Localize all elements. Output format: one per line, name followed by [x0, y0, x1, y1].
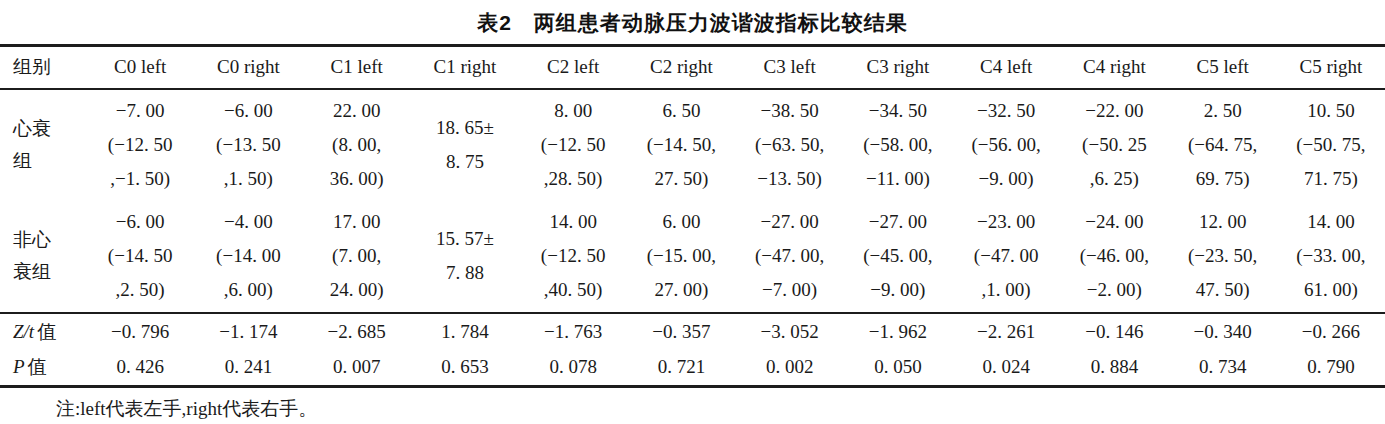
- cell-p-c3-left: 0. 002: [736, 350, 844, 387]
- paper-page: 表2 两组患者动脉压力波谐波指标比较结果 组别 C0 left C0 right…: [0, 0, 1385, 424]
- cell-hf-c2-right: 6. 50 (−14. 50, 27. 50): [627, 89, 735, 201]
- cell-hf-c4-left: −32. 50 (−56. 00, −9. 00): [952, 89, 1060, 201]
- table-footnote: 注:left代表左手,right代表右手。: [0, 396, 1385, 422]
- cell-nhf-c5-right: 14. 00 (−33. 00, 61. 00): [1277, 201, 1385, 313]
- p-cn: 值: [28, 356, 47, 377]
- table-row-zt-statistic: Z/t值 −0. 796 −1. 174 −2. 685 1. 784 −1. …: [0, 313, 1385, 350]
- cell-zt-c1-left: −2. 685: [303, 313, 411, 350]
- cell-hf-c3-right: −34. 50 (−58. 00, −11. 00): [844, 89, 952, 201]
- cell-hf-c5-left: 2. 50 (−64. 75, 69. 75): [1169, 89, 1277, 201]
- column-header-c5-right: C5 right: [1277, 46, 1385, 89]
- cell-hf-c3-left: −38. 50 (−63. 50, −13. 50): [736, 89, 844, 201]
- cell-nhf-c3-left: −27. 00 (−47. 00, −7. 00): [736, 201, 844, 313]
- cell-zt-c0-left: −0. 796: [86, 313, 194, 350]
- column-header-group: 组别: [0, 46, 86, 89]
- cell-zt-c4-right: −0. 146: [1060, 313, 1168, 350]
- cell-p-c0-left: 0. 426: [86, 350, 194, 387]
- cell-zt-c5-left: −0. 340: [1169, 313, 1277, 350]
- cell-zt-c5-right: −0. 266: [1277, 313, 1385, 350]
- cell-zt-c2-left: −1. 763: [519, 313, 627, 350]
- column-header-c4-right: C4 right: [1060, 46, 1168, 89]
- table-title: 表2 两组患者动脉压力波谐波指标比较结果: [0, 0, 1385, 37]
- cell-zt-c3-right: −1. 962: [844, 313, 952, 350]
- column-header-c1-right: C1 right: [411, 46, 519, 89]
- column-header-c3-left: C3 left: [736, 46, 844, 89]
- column-header-c1-left: C1 left: [303, 46, 411, 89]
- cell-hf-c0-right: −6. 00 (−13. 50 ,1. 50): [194, 89, 302, 201]
- cell-p-c2-left: 0. 078: [519, 350, 627, 387]
- cell-hf-c1-left: 22. 00 (8. 00, 36. 00): [303, 89, 411, 201]
- cell-nhf-c5-left: 12. 00 (−23. 50, 47. 50): [1169, 201, 1277, 313]
- cell-p-c0-right: 0. 241: [194, 350, 302, 387]
- p-symbol: P: [13, 356, 25, 377]
- zt-cn: 值: [37, 321, 56, 342]
- cell-p-c2-right: 0. 721: [627, 350, 735, 387]
- cell-nhf-c0-left: −6. 00 (−14. 50 ,2. 50): [86, 201, 194, 313]
- cell-p-c5-right: 0. 790: [1277, 350, 1385, 387]
- cell-nhf-c3-right: −27. 00 (−45. 00, −9. 00): [844, 201, 952, 313]
- cell-zt-c2-right: −0. 357: [627, 313, 735, 350]
- column-header-c0-right: C0 right: [194, 46, 302, 89]
- cell-nhf-c1-right: 15. 57± 7. 88: [411, 201, 519, 313]
- cell-nhf-c4-left: −23. 00 (−47. 00 ,1. 00): [952, 201, 1060, 313]
- cell-p-c1-left: 0. 007: [303, 350, 411, 387]
- cell-p-c1-right: 0. 653: [411, 350, 519, 387]
- zt-symbol: Z/t: [13, 321, 34, 342]
- cell-nhf-c1-left: 17. 00 (7. 00, 24. 00): [303, 201, 411, 313]
- table-row-non-heart-failure-group: 非心 衰组 −6. 00 (−14. 50 ,2. 50) −4. 00 (−1…: [0, 201, 1385, 313]
- cell-hf-c5-right: 10. 50 (−50. 75, 71. 75): [1277, 89, 1385, 201]
- column-header-c0-left: C0 left: [86, 46, 194, 89]
- header-row: 组别 C0 left C0 right C1 left C1 right C2 …: [0, 46, 1385, 89]
- cell-p-c3-right: 0. 050: [844, 350, 952, 387]
- table-row-heart-failure-group: 心衰 组 −7. 00 (−12. 50 ,−1. 50) −6. 00 (−1…: [0, 89, 1385, 201]
- cell-p-c5-left: 0. 734: [1169, 350, 1277, 387]
- cell-zt-c3-left: −3. 052: [736, 313, 844, 350]
- column-header-c5-left: C5 left: [1169, 46, 1277, 89]
- column-header-c2-left: C2 left: [519, 46, 627, 89]
- cell-zt-c4-left: −2. 261: [952, 313, 1060, 350]
- row-label-p: P值: [0, 350, 86, 387]
- cell-zt-c1-right: 1. 784: [411, 313, 519, 350]
- cell-zt-c0-right: −1. 174: [194, 313, 302, 350]
- row-label-heart-failure: 心衰 组: [0, 89, 86, 201]
- table-row-p-value: P值 0. 426 0. 241 0. 007 0. 653 0. 078 0.…: [0, 350, 1385, 387]
- cell-nhf-c2-left: 14. 00 (−12. 50 ,40. 50): [519, 201, 627, 313]
- cell-p-c4-left: 0. 024: [952, 350, 1060, 387]
- cell-nhf-c2-right: 6. 00 (−15. 00, 27. 00): [627, 201, 735, 313]
- row-label-non-heart-failure: 非心 衰组: [0, 201, 86, 313]
- cell-hf-c1-right: 18. 65± 8. 75: [411, 89, 519, 201]
- column-header-c4-left: C4 left: [952, 46, 1060, 89]
- cell-hf-c2-left: 8. 00 (−12. 50 ,28. 50): [519, 89, 627, 201]
- row-label-zt: Z/t值: [0, 313, 86, 350]
- column-header-c3-right: C3 right: [844, 46, 952, 89]
- column-header-c2-right: C2 right: [627, 46, 735, 89]
- harmonics-comparison-table: 组别 C0 left C0 right C1 left C1 right C2 …: [0, 44, 1385, 388]
- cell-p-c4-right: 0. 884: [1060, 350, 1168, 387]
- cell-hf-c4-right: −22. 00 (−50. 25 ,6. 25): [1060, 89, 1168, 201]
- cell-hf-c0-left: −7. 00 (−12. 50 ,−1. 50): [86, 89, 194, 201]
- cell-nhf-c4-right: −24. 00 (−46. 00, −2. 00): [1060, 201, 1168, 313]
- cell-nhf-c0-right: −4. 00 (−14. 00 ,6. 00): [194, 201, 302, 313]
